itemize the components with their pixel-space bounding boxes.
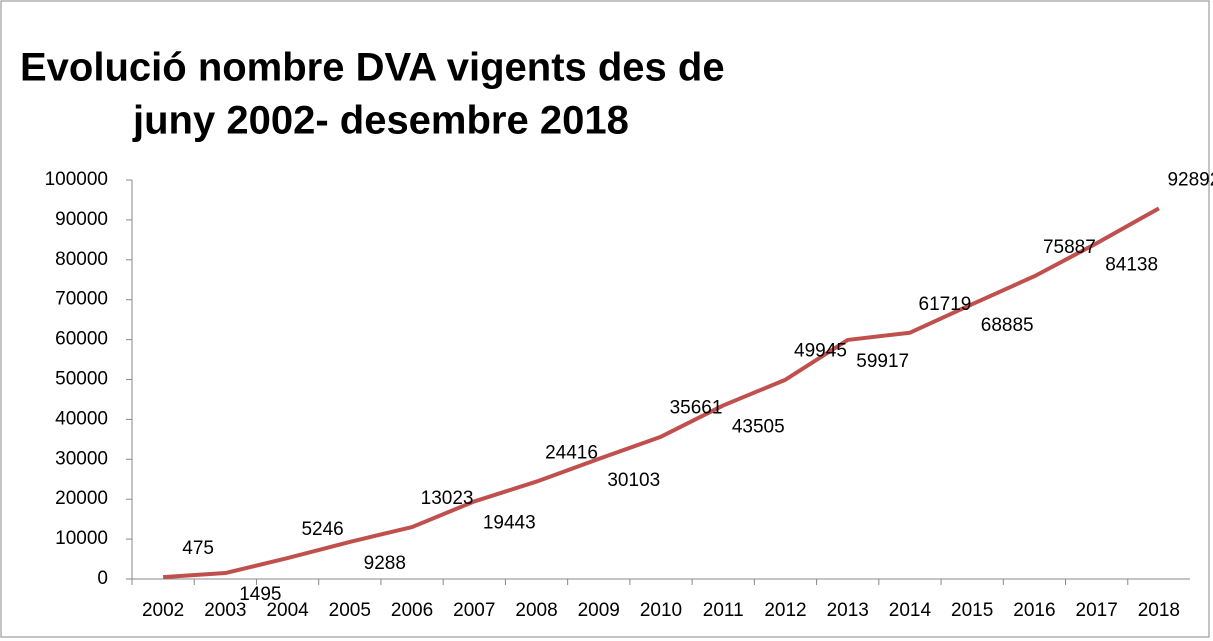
- x-tick-label: 2015: [951, 600, 993, 621]
- data-label: 68885: [981, 315, 1034, 336]
- data-label: 24416: [545, 443, 598, 464]
- x-tick-label: 2004: [266, 600, 309, 621]
- x-tick-label: 2011: [703, 600, 744, 621]
- y-tick-label: 20000: [55, 488, 108, 509]
- x-tick-label: 2006: [391, 600, 433, 621]
- data-label: 59917: [856, 351, 909, 372]
- data-label: 75887: [1043, 237, 1096, 258]
- x-tick-label: 2013: [827, 600, 869, 621]
- y-tick-label: 10000: [55, 528, 108, 549]
- x-tick-label: 2017: [1076, 600, 1118, 621]
- data-label: 35661: [670, 398, 723, 419]
- y-tick-label: 70000: [55, 289, 108, 310]
- data-label: 49945: [794, 341, 847, 362]
- x-tick-label: 2016: [1013, 600, 1055, 621]
- x-tick-label: 2005: [329, 600, 371, 621]
- y-tick-label: 80000: [55, 249, 108, 270]
- y-tick-label: 60000: [55, 329, 108, 350]
- data-label: 43505: [732, 416, 785, 437]
- y-tick-label: 40000: [55, 408, 108, 429]
- x-tick-label: 2012: [764, 600, 806, 621]
- data-label: 9288: [364, 553, 406, 574]
- x-tick-label: 2007: [453, 600, 495, 621]
- chart-title: Evolució nombre DVA vigents des de: [20, 46, 725, 90]
- data-label: 475: [182, 538, 214, 559]
- data-label: 84138: [1105, 254, 1158, 275]
- x-tick-label: 2008: [515, 600, 557, 621]
- data-label: 92892: [1167, 169, 1213, 190]
- line: [162, 206, 1160, 580]
- y-tick-label: 0: [97, 568, 108, 589]
- x-tick-label: 2002: [142, 600, 184, 621]
- x-tick-label: 2003: [204, 600, 246, 621]
- x-tick-label: 2018: [1138, 600, 1180, 621]
- x-tick-label: 2014: [889, 600, 932, 621]
- chart-title: juny 2002- desembre 2018: [132, 99, 629, 143]
- y-tick-label: 30000: [55, 448, 108, 469]
- y-tick-label: 100000: [45, 169, 108, 190]
- x-tick-label: 2010: [640, 600, 682, 621]
- data-label: 5246: [301, 519, 343, 540]
- data-label: 13023: [421, 488, 474, 509]
- y-tick-label: 50000: [55, 369, 108, 390]
- y-tick-label: 90000: [55, 209, 108, 230]
- data-label: 1495: [239, 584, 281, 605]
- x-tick-label: 2009: [578, 600, 620, 621]
- data-label: 61719: [919, 294, 972, 315]
- data-label: 19443: [483, 512, 536, 533]
- data-label: 30103: [607, 470, 660, 491]
